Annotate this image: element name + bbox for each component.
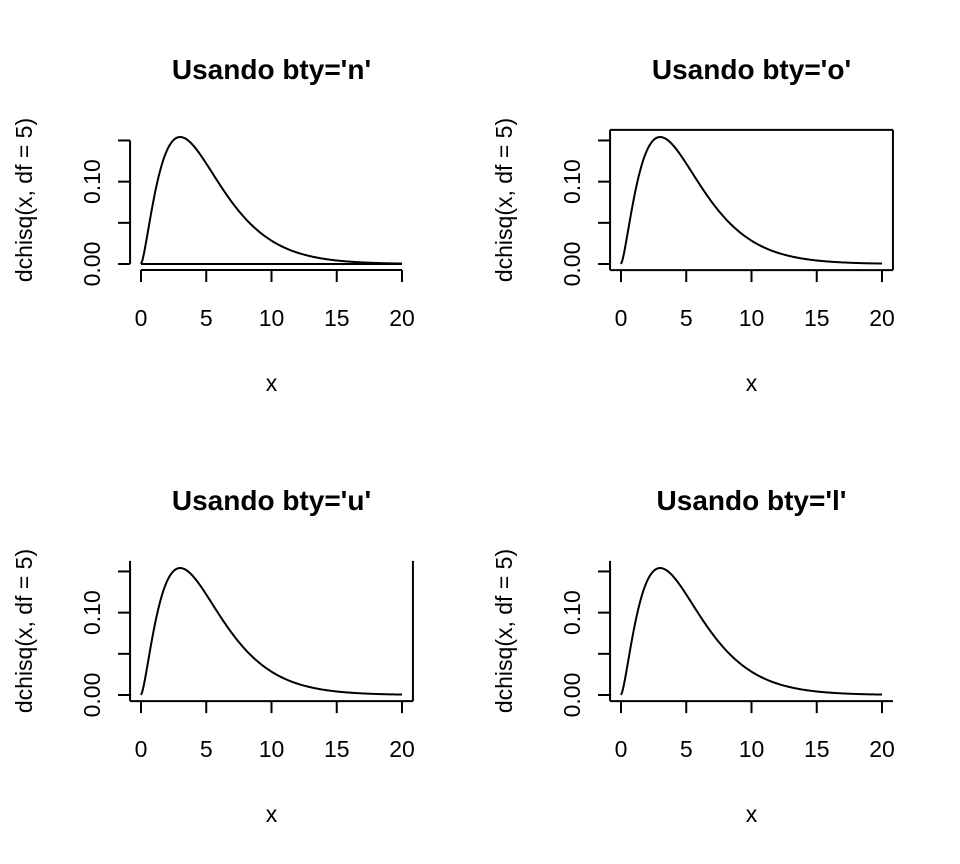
y-axis: 0.00 0.10 (559, 570, 611, 718)
y-tick-label: 0.10 (79, 159, 105, 204)
x-tick-label: 15 (324, 736, 350, 762)
x-tick-label: 20 (389, 736, 415, 762)
panel-1: Usando bty='n' 0 5 10 15 20 0.00 0.10 x dchisq(x,… (11, 54, 415, 396)
x-tick-label: 5 (200, 305, 213, 331)
x-tick-label: 15 (324, 305, 350, 331)
x-tick-label: 20 (389, 305, 415, 331)
y-tick-label: 0.10 (79, 590, 105, 635)
density-curve (620, 567, 883, 696)
x-axis-label: x (266, 801, 278, 827)
y-axis-label: dchisq(x, df = 5) (491, 118, 517, 282)
x-axis: 0 5 10 15 20 (615, 701, 895, 762)
panel-2: Usando bty='o' 0 5 10 15 20 0.00 0.10 x dchisq(x,… (491, 54, 895, 396)
x-tick-label: 5 (200, 736, 213, 762)
density-curve (620, 136, 883, 265)
x-tick-label: 0 (135, 305, 148, 331)
x-tick-label: 20 (869, 305, 895, 331)
y-axis-label: dchisq(x, df = 5) (11, 549, 37, 713)
y-tick-label: 0.00 (559, 242, 585, 287)
y-tick-label: 0.00 (79, 673, 105, 718)
y-tick-label: 0.00 (559, 673, 585, 718)
x-axis: 0 5 10 15 20 (135, 701, 415, 762)
x-tick-label: 15 (804, 736, 830, 762)
x-tick-label: 10 (739, 736, 765, 762)
x-tick-label: 5 (680, 736, 693, 762)
x-tick-label: 10 (259, 305, 285, 331)
x-tick-label: 10 (259, 736, 285, 762)
x-axis: 0 5 10 15 20 (135, 269, 415, 331)
panel-3: Usando bty='u' 0 5 10 15 20 0.00 0.10 x dchisq(x,… (11, 485, 415, 827)
y-axis-label: dchisq(x, df = 5) (491, 549, 517, 713)
x-tick-label: 0 (615, 736, 628, 762)
density-curve (140, 567, 403, 696)
y-axis: 0.00 0.10 (559, 139, 611, 287)
x-tick-label: 10 (739, 305, 765, 331)
x-axis-label: x (746, 370, 758, 396)
x-axis-label: x (746, 801, 758, 827)
y-axis-label: dchisq(x, df = 5) (11, 118, 37, 282)
x-axis: 0 5 10 15 20 (615, 270, 895, 331)
x-tick-label: 15 (804, 305, 830, 331)
chart-title: Usando bty='l' (657, 485, 847, 516)
panel-4: Usando bty='l' 0 5 10 15 20 0.00 0.10 x dchisq(x,… (491, 485, 895, 827)
y-axis: 0.00 0.10 (79, 139, 132, 287)
y-axis: 0.00 0.10 (79, 570, 131, 718)
x-axis-label: x (266, 370, 278, 396)
y-tick-label: 0.00 (79, 242, 105, 287)
y-tick-label: 0.10 (559, 590, 585, 635)
x-tick-label: 5 (680, 305, 693, 331)
x-tick-label: 0 (615, 305, 628, 331)
density-curve (140, 136, 403, 265)
y-tick-label: 0.10 (559, 159, 585, 204)
x-tick-label: 0 (135, 736, 148, 762)
chart-title: Usando bty='o' (652, 54, 851, 85)
chart-title: Usando bty='u' (172, 485, 371, 516)
chart-title: Usando bty='n' (172, 54, 371, 85)
x-tick-label: 20 (869, 736, 895, 762)
